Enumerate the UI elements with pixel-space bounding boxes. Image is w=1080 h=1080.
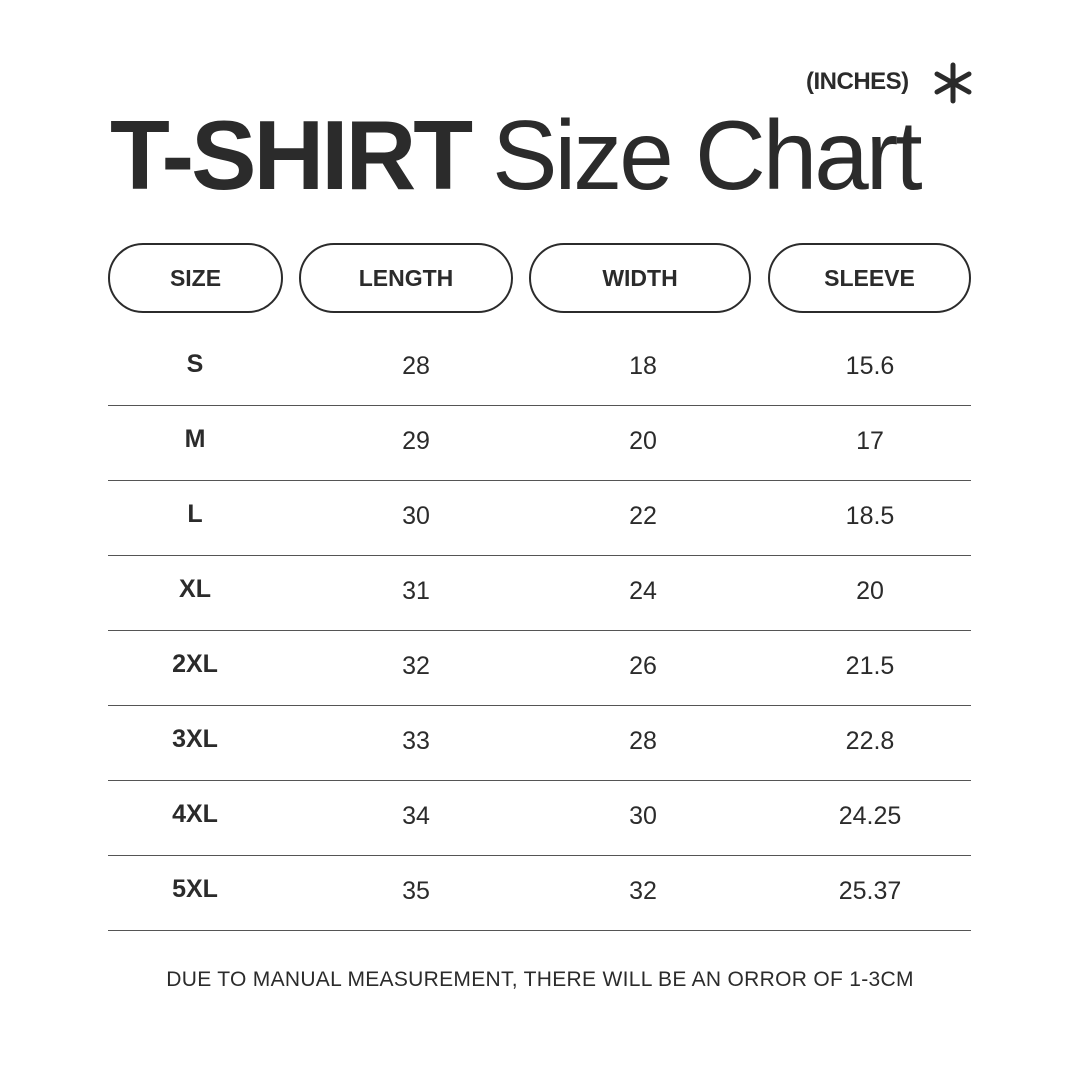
column-header-width: WIDTH [529,243,751,313]
table-row: 4XL 34 30 24.25 [108,781,971,856]
cell-size: 2XL [172,650,218,678]
cell-length: 35 [402,877,430,905]
cell-size: L [187,500,203,528]
page-title: T-SHIRT Size Chart [110,100,923,210]
cell-sleeve: 15.6 [845,352,895,380]
cell-width: 30 [629,802,657,830]
cell-size: XL [179,575,211,603]
cell-length: 31 [402,577,430,605]
units-label: (INCHES) [806,68,909,95]
cell-length: 33 [402,727,430,755]
table-row: XL 31 24 20 [108,556,971,631]
cell-sleeve: 18.5 [845,502,895,530]
cell-sleeve: 21.5 [845,652,895,680]
cell-sleeve: 17 [856,427,884,455]
cell-length: 29 [402,427,430,455]
title-bold: T-SHIRT [110,100,473,210]
table-row: S 28 18 15.6 [108,331,971,406]
cell-length: 32 [402,652,430,680]
cell-sleeve: 20 [856,577,884,605]
table-row: L 30 22 18.5 [108,481,971,556]
cell-size: 5XL [172,875,218,903]
table-row: 3XL 33 28 22.8 [108,706,971,781]
cell-size: 4XL [172,800,218,828]
column-header-sleeve: SLEEVE [768,243,971,313]
column-header-length: LENGTH [299,243,513,313]
cell-size: M [184,425,206,453]
cell-length: 30 [402,502,430,530]
cell-sleeve: 24.25 [838,802,902,830]
cell-sleeve: 25.37 [838,877,902,905]
cell-length: 34 [402,802,430,830]
cell-width: 26 [629,652,657,680]
cell-length: 28 [402,352,430,380]
cell-width: 24 [629,577,657,605]
footer-note: DUE TO MANUAL MEASUREMENT, THERE WILL BE… [166,968,914,991]
asterisk-icon [934,62,972,104]
cell-width: 18 [629,352,657,380]
table-row: 5XL 35 32 25.37 [108,856,971,931]
cell-width: 28 [629,727,657,755]
cell-width: 32 [629,877,657,905]
cell-width: 22 [629,502,657,530]
table-row: M 29 20 17 [108,406,971,481]
table-row: 2XL 32 26 21.5 [108,631,971,706]
cell-size: 3XL [172,725,218,753]
cell-width: 20 [629,427,657,455]
cell-sleeve: 22.8 [845,727,895,755]
title-light: Size Chart [492,100,923,210]
cell-size: S [186,350,204,378]
column-header-size: SIZE [108,243,283,313]
